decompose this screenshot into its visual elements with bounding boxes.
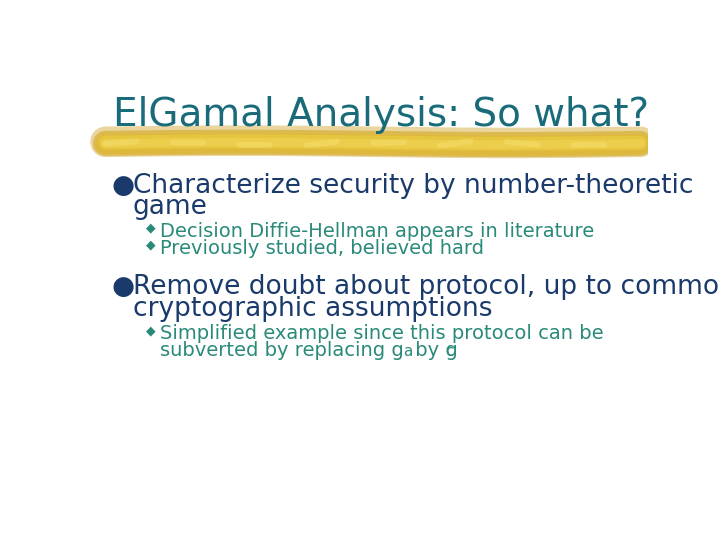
Text: Characterize security by number-theoretic: Characterize security by number-theoreti… <box>132 173 693 199</box>
Text: Previously studied, believed hard: Previously studied, believed hard <box>160 239 484 258</box>
Text: game: game <box>132 194 207 220</box>
Text: Remove doubt about protocol, up to common: Remove doubt about protocol, up to commo… <box>132 274 720 300</box>
Text: ◆: ◆ <box>145 239 156 252</box>
Text: cryptographic assumptions: cryptographic assumptions <box>132 296 492 322</box>
Text: ◆: ◆ <box>145 222 156 235</box>
Text: ●: ● <box>112 173 135 199</box>
Text: Simplified example since this protocol can be: Simplified example since this protocol c… <box>160 325 603 343</box>
Text: c: c <box>445 345 453 359</box>
Text: Decision Diffie-Hellman appears in literature: Decision Diffie-Hellman appears in liter… <box>160 222 594 241</box>
Text: a: a <box>402 345 412 359</box>
Text: ElGamal Analysis: So what?: ElGamal Analysis: So what? <box>113 96 649 133</box>
Text: by g: by g <box>409 341 458 360</box>
Text: ◆: ◆ <box>145 325 156 338</box>
Text: subverted by replacing g: subverted by replacing g <box>160 341 403 360</box>
Text: ●: ● <box>112 274 135 300</box>
